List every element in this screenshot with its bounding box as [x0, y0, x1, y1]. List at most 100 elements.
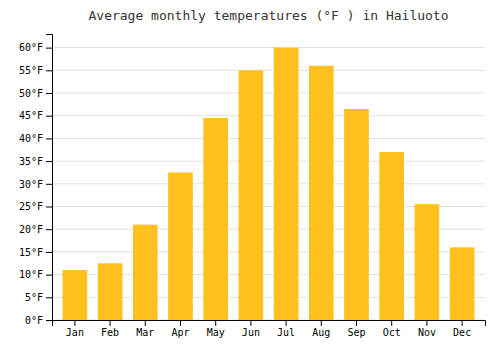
y-tick: 10°F — [19, 269, 52, 280]
y-tick-mark — [46, 207, 52, 208]
x-tick-label: Sep — [347, 327, 365, 338]
y-tick-label: 15°F — [19, 247, 43, 258]
grid-line — [52, 161, 485, 162]
y-tick-label: 0°F — [25, 315, 43, 326]
y-tick-label: 60°F — [19, 42, 43, 53]
y-tick-label: 35°F — [19, 156, 43, 167]
x-tick: Jul — [277, 320, 295, 338]
y-tick-mark — [46, 138, 52, 139]
x-tick: May — [207, 320, 225, 338]
chart: Jan Feb Mar Apr May Jun Jul Aug Sep Oct Nov Dec 0°F 5… — [0, 0, 500, 350]
bar — [63, 270, 88, 320]
x-tick-mark — [321, 320, 322, 326]
bar — [379, 152, 404, 320]
x-tick-label: Aug — [312, 327, 330, 338]
x-tick-mark — [180, 320, 181, 326]
x-tick: Feb — [101, 320, 119, 338]
x-tick-mark — [74, 320, 75, 326]
bar — [344, 109, 369, 320]
y-tick: 0°F — [25, 315, 52, 326]
x-axis-line — [53, 321, 486, 327]
y-tick-mark — [46, 116, 52, 117]
x-tick: Mar — [136, 320, 154, 338]
y-tick-mark — [46, 48, 52, 49]
bar — [309, 66, 334, 320]
y-tick: 20°F — [19, 224, 52, 235]
x-tick-mark — [286, 320, 287, 326]
y-tick-label: 40°F — [19, 133, 43, 144]
x-tick-label: Jan — [66, 327, 84, 338]
title: Average monthly temperatures (°F ) in Ha… — [88, 8, 448, 23]
y-tick-mark — [46, 161, 52, 162]
y-tick: 30°F — [19, 179, 52, 190]
bar — [133, 225, 158, 320]
grid-line — [52, 70, 485, 71]
y-tick-mark — [46, 184, 52, 185]
y-tick-mark — [46, 93, 52, 94]
bar — [203, 118, 228, 320]
bar — [168, 172, 193, 320]
y-tick: 40°F — [19, 133, 52, 144]
x-tick-label: May — [207, 327, 225, 338]
x-tick-mark — [250, 320, 251, 326]
grid-line — [52, 183, 485, 184]
x-tick: Jan — [66, 320, 84, 338]
plot: Jan Feb Mar Apr May Jun Jul Aug Sep Oct Nov Dec 0°F 5… — [19, 35, 486, 339]
y-tick-mark — [46, 275, 52, 276]
y-tick-label: 50°F — [19, 88, 43, 99]
bar — [98, 263, 123, 320]
y-tick-mark — [46, 297, 52, 298]
y-tick-mark — [46, 229, 52, 230]
bars — [63, 48, 475, 320]
y-tick-mark — [46, 70, 52, 71]
y-tick: 55°F — [19, 65, 52, 76]
x-tick-label: Apr — [171, 327, 189, 338]
y-axis: 0°F 5°F 10°F 15°F 20°F 25°F 30°F 35°F 40°F 45°F 50… — [19, 35, 53, 326]
x-tick: Nov — [418, 320, 436, 338]
x-tick: Apr — [171, 320, 189, 338]
x-tick-label: Jun — [242, 327, 260, 338]
bar — [274, 48, 299, 320]
y-tick-mark — [46, 320, 52, 321]
y-tick-label: 10°F — [19, 269, 43, 280]
y-tick: 15°F — [19, 247, 52, 258]
y-tick: 35°F — [19, 156, 52, 167]
x-tick-mark — [215, 320, 216, 326]
y-tick: 60°F — [19, 42, 52, 53]
grid-line — [52, 138, 485, 139]
x-tick-label: Feb — [101, 327, 119, 338]
y-axis-line — [46, 35, 53, 321]
x-tick-label: Mar — [136, 327, 154, 338]
x-tick-mark — [426, 320, 427, 326]
grid-line — [52, 115, 485, 116]
y-tick: 45°F — [19, 110, 52, 121]
x-tick-mark — [145, 320, 146, 326]
bar — [450, 247, 475, 320]
x-tick-mark — [110, 320, 111, 326]
x-tick-mark — [462, 320, 463, 326]
x-tick-label: Jul — [277, 327, 295, 338]
grid — [52, 48, 485, 320]
x-tick: Jun — [242, 320, 260, 338]
x-tick: Dec — [453, 320, 471, 338]
x-tick-mark — [391, 320, 392, 326]
y-tick-label: 20°F — [19, 224, 43, 235]
x-tick: Oct — [383, 320, 401, 338]
x-tick-label: Dec — [453, 327, 471, 338]
y-tick-label: 25°F — [19, 201, 43, 212]
y-tick-label: 5°F — [25, 292, 43, 303]
bar — [415, 204, 440, 320]
x-tick: Sep — [347, 320, 365, 338]
x-tick-label: Oct — [383, 327, 401, 338]
x-axis: Jan Feb Mar Apr May Jun Jul Aug Sep Oct Nov Dec — [53, 320, 486, 338]
y-tick: 5°F — [25, 292, 52, 303]
x-tick-mark — [356, 320, 357, 326]
y-tick-label: 55°F — [19, 65, 43, 76]
y-tick: 50°F — [19, 88, 52, 99]
x-tick: Aug — [312, 320, 330, 338]
y-tick-mark — [46, 252, 52, 253]
y-tick-label: 45°F — [19, 110, 43, 121]
grid-line — [52, 93, 485, 94]
y-tick-label: 30°F — [19, 179, 43, 190]
bar — [239, 70, 264, 320]
